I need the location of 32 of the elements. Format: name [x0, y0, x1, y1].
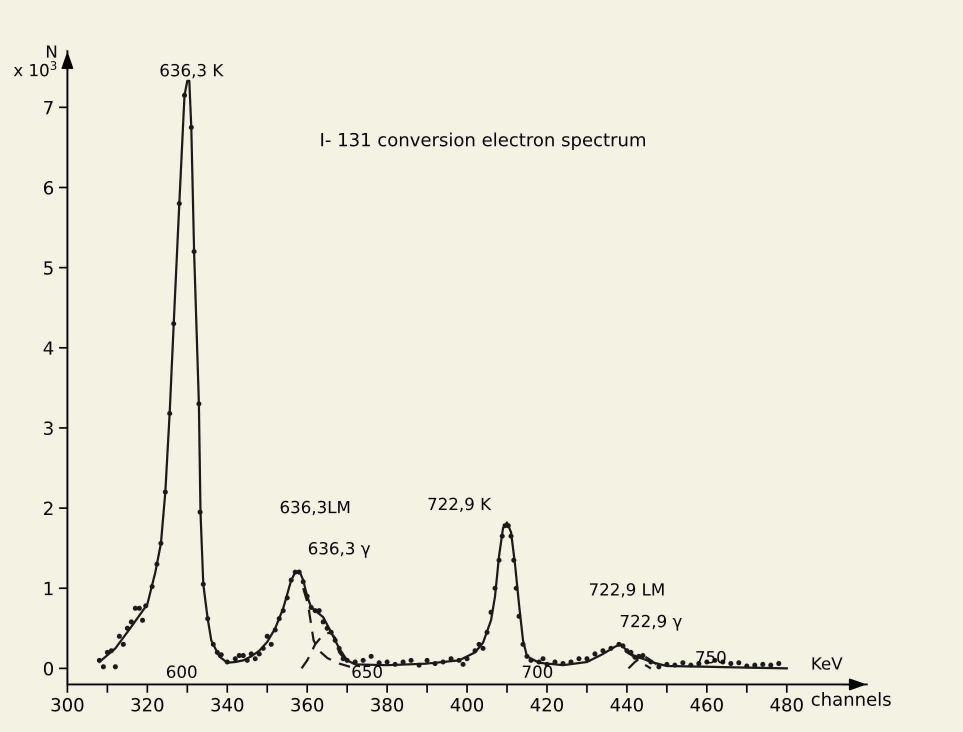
annotation: 636,3LM: [280, 500, 350, 516]
x-tick-label: 400: [450, 698, 484, 712]
y-tick-label: 7: [44, 101, 53, 114]
annotation: 600: [166, 665, 197, 678]
annotation: 750: [696, 650, 726, 664]
annotation: 636,3 K: [160, 64, 224, 78]
annotation: 722,9 LM: [590, 583, 664, 598]
x-tick-label: 340: [211, 698, 244, 712]
annotation: 722,9 γ: [620, 614, 682, 631]
x-tick-label: 460: [690, 698, 723, 712]
annotation: 700: [522, 665, 552, 678]
x-tick-label: 420: [530, 698, 564, 712]
text: I- 131 conversion electron spectrum: [321, 132, 646, 150]
y-axis-title: N x 10$^{3}$: [14, 45, 56, 76]
x-tick-label: 300: [52, 698, 84, 712]
annotation: 650: [352, 665, 382, 678]
y-tick-label: 1: [44, 582, 53, 596]
x-tick-label: 440: [610, 698, 643, 712]
y-tick-label: 4: [44, 341, 54, 355]
y-tick-label: 2: [44, 502, 52, 515]
x-axis-title: channels: [812, 692, 891, 706]
x-tick-label: 380: [371, 698, 404, 712]
y-tick-label: 6: [44, 180, 54, 195]
x-tick-label: 320: [131, 698, 164, 712]
y-tick-label: 0: [44, 662, 54, 676]
y-tick-label: 5: [44, 261, 53, 275]
annotation: KeV: [812, 657, 842, 670]
x-tick-label: 480: [770, 698, 803, 712]
annotation: 722,9 K: [428, 498, 492, 512]
annotation: 636,3 γ: [308, 542, 370, 558]
x-tick-label: 360: [291, 698, 324, 712]
y-tick-label: 3: [44, 421, 53, 436]
